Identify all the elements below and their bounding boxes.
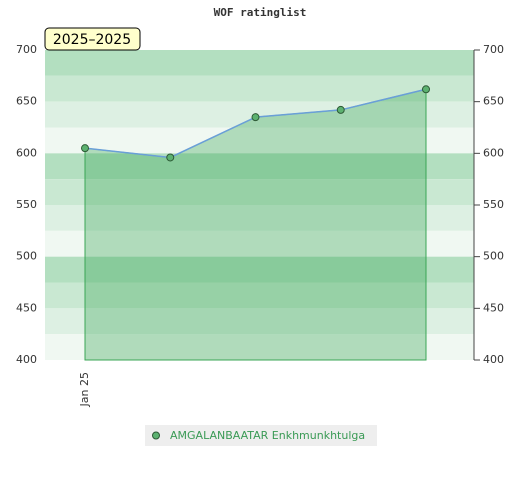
- background-stripe: [45, 256, 474, 283]
- background-stripe: [45, 205, 474, 231]
- y-tick-label: 650: [16, 95, 37, 108]
- y-tick-label: 550: [16, 198, 37, 211]
- background-stripe: [45, 308, 474, 335]
- y2-tick-label: 700: [483, 43, 504, 56]
- y2-tick-label: 450: [483, 301, 504, 314]
- background-stripe: [45, 75, 474, 102]
- background-stripe: [45, 179, 474, 205]
- background-stripe: [45, 334, 474, 360]
- background-stripe: [45, 282, 474, 309]
- y-tick-label: 600: [16, 146, 37, 159]
- y2-tick-label: 600: [483, 146, 504, 159]
- point: [166, 153, 175, 162]
- y-tick-label: 450: [16, 301, 37, 314]
- y-tick-label: 500: [16, 250, 37, 263]
- background-stripe: [45, 153, 474, 180]
- y2-tick-label: 500: [483, 250, 504, 263]
- y2-tick-label: 650: [483, 95, 504, 108]
- y2-tick-label: 550: [483, 198, 504, 211]
- y2-tick-label: 400: [483, 353, 504, 366]
- background-stripe: [45, 101, 474, 128]
- point: [336, 105, 345, 114]
- x-tick-label: Jan 25: [78, 372, 91, 407]
- legend-marker: [152, 431, 160, 440]
- background-stripe: [45, 127, 474, 154]
- badge-box: [44, 27, 141, 51]
- legend-label: AMGALANBAATAR Enkhmunkhtulga: [170, 429, 365, 442]
- badge: 2025–2025: [53, 32, 131, 48]
- legend-box: [145, 425, 377, 446]
- point: [81, 144, 89, 153]
- point: [251, 113, 260, 122]
- y-tick-label: 700: [16, 43, 37, 56]
- y-tick-label: 400: [16, 353, 37, 366]
- point: [422, 85, 430, 94]
- background-stripe: [45, 230, 474, 257]
- chart-title: WOF ratinglist: [214, 6, 307, 19]
- background-stripe: [45, 50, 474, 76]
